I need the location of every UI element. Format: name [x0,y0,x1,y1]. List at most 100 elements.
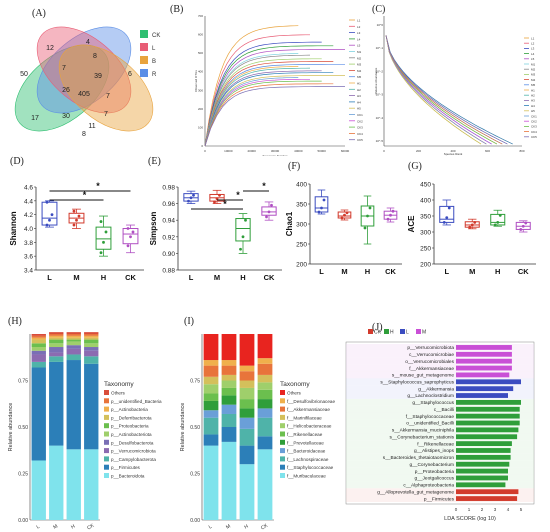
lda-bar-label: s__Bacteroides_thetaiotaomicron [383,455,455,461]
x-tick-label: 0 [204,149,206,153]
x-axis-label: Species Rank [444,152,463,156]
shannon-boxplot: 3.4 3.6 3.8 4.0 4.2 4.4 4.6 Shannon L M H CK * * [9,181,144,282]
box-data-point [386,217,390,221]
stacked-bar-segment [31,347,46,351]
y-tick-label: 0.50 [18,425,28,431]
stacked-bar-segment [84,350,99,357]
lda-bar-label: s__mouse_gut_metagenome [392,373,454,379]
box-data-point [75,218,78,222]
stacked-bar-segment [84,347,99,351]
box-data-point [519,228,523,231]
box-data-point [126,227,130,230]
legend-swatch [280,423,285,429]
y-tick-label: 200 [420,262,431,269]
legend-label: M [422,330,426,336]
x-tick-label: CK [385,267,396,276]
rarefaction-series-line [204,53,299,147]
chao1-boxplot: 200 250 300 350 400 Chao1 L M H CK [286,182,402,276]
stacked-bar-segment [84,335,99,338]
lda-bar [456,413,520,419]
legend-label: M2 [357,56,361,60]
legend-swatch [104,423,109,429]
box-data-point [498,213,502,217]
y-axis-label: Chao1 [286,211,294,236]
stacked-bar-segment [221,387,237,396]
plot-frame [345,341,535,505]
venn-legend-label: L [152,46,156,52]
rank-series-line [385,35,487,145]
panel-label-g: (G) [408,161,422,172]
stacked-bar-segment [31,350,46,355]
stacked-bar-segment [221,360,237,366]
rarefaction-series-line [204,49,346,147]
legend-swatch [280,398,285,404]
lefse-lda-chart: CK H L Mp__Verrucomicrobiotac__Verrucomicro… [345,329,535,522]
y-tick-label: 0.88 [162,268,175,275]
legend-label: L2 [357,25,361,29]
x-tick-label: 0 [455,507,458,512]
stacked-bar-segment [49,339,64,344]
lda-bar [456,468,508,474]
stacked-bar-segment [221,365,237,375]
y-tick-label: 3.6 [24,254,33,261]
box-body [95,226,112,250]
stacked-bar-segment [257,417,273,437]
y-tick-label: 250 [420,246,431,253]
y-tick-label: 0.25 [190,472,200,478]
stacked-bar-segment [49,332,64,334]
box-data-point [192,193,195,197]
lda-bar [456,345,512,350]
stacked-bar-segment [31,361,46,368]
significance-star: * [223,199,227,209]
legend-swatch [384,329,389,334]
y-tick-label: 400 [198,70,203,74]
stacked-bar-segment [203,410,219,418]
y-tick-label: 250 [296,242,307,249]
legend-label: M3 [531,73,535,77]
stacked-bar-segment [49,352,64,357]
stacked-bar-segment [49,347,64,353]
y-tick-label: 0 [201,144,203,148]
x-tick-label: H [101,273,106,282]
box-data-point [389,213,392,217]
legend-label: L1 [531,36,535,40]
x-tick-label: 50000 [317,149,326,153]
box-data-point [72,209,76,213]
legend-label: H1 [357,82,361,86]
rarefaction-series-line [204,70,322,147]
legend-label: Others [111,391,125,396]
legend-swatch [416,329,421,334]
x-tick-label: L [319,267,324,276]
legend-label: f__Prevotellaceae [287,440,324,445]
panel-label-a: (A) [32,8,46,19]
y-tick-label: 200 [296,262,307,269]
venn-region-value: 7 [62,65,66,72]
legend-label: L2 [531,42,535,46]
x-tick-label: M [225,523,232,530]
venn-legend-swatch [140,69,148,77]
x-tick-label: M [341,267,347,276]
x-tick-label: 800 [519,149,524,153]
box-data-point [343,213,346,217]
y-tick-label: 0.50 [190,425,200,431]
stacked-bar-segment [203,434,219,446]
y-tick-label: 0.96 [162,201,175,208]
box-data-point [239,247,242,251]
y-tick-label: 10^-5 [376,139,384,143]
stacked-bar-segment [257,399,273,409]
x-tick-label: 2 [481,507,484,512]
lda-row-background [346,398,534,406]
legend-label: CK1 [357,113,363,117]
y-tick-label: 0.90 [162,251,175,258]
venn-region-value: 6 [128,71,132,78]
stacked-bar-segment [221,413,237,427]
stacked-bar-segment [221,427,237,442]
box-data-point [50,213,54,217]
lda-bar-label: c__Alphaproteobacteria [403,483,454,489]
stacked-bar-segment [49,334,64,336]
x-tick-label: H [243,523,249,530]
legend-label: M1 [531,62,535,66]
lda-bar [456,454,511,460]
rarefaction-series-line [204,34,310,147]
lda-row-background [346,378,534,386]
